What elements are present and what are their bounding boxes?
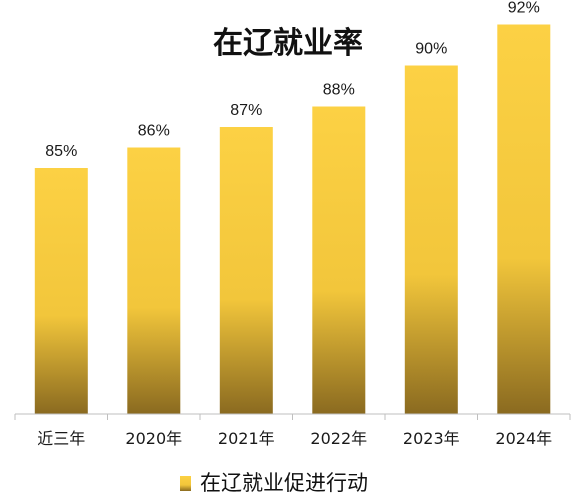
bar-1: [127, 147, 181, 414]
legend-label: 在辽就业促进行动: [200, 471, 368, 495]
data-labels-layer: 85% 86% 87% 88% 90% 92%: [45, 0, 540, 160]
bars-layer: [34, 24, 551, 414]
x-tick-label-0: 近三年: [37, 429, 85, 448]
data-label-1: 86%: [138, 123, 170, 140]
data-label-3: 88%: [323, 82, 355, 99]
bar-4: [404, 65, 458, 414]
data-label-5: 92%: [508, 0, 540, 17]
data-label-2: 87%: [230, 102, 262, 119]
bar-5: [497, 24, 551, 414]
data-label-4: 90%: [415, 41, 447, 58]
legend-swatch: [180, 476, 191, 491]
x-axis-ticks: 近三年 2020年 2021年 2022年 2023年 2024年: [14, 414, 571, 448]
x-tick-label-4: 2023年: [403, 429, 460, 448]
bar-3: [312, 106, 366, 414]
data-label-0: 85%: [45, 143, 77, 160]
legend: 在辽就业促进行动: [180, 471, 368, 495]
x-tick-label-3: 2022年: [310, 429, 367, 448]
bar-2: [219, 127, 273, 414]
x-tick-label-5: 2024年: [495, 429, 552, 448]
x-tick-label-2: 2021年: [218, 429, 275, 448]
chart-title: 在辽就业率: [213, 26, 363, 61]
x-tick-label-1: 2020年: [125, 429, 182, 448]
bar-0: [34, 168, 88, 414]
